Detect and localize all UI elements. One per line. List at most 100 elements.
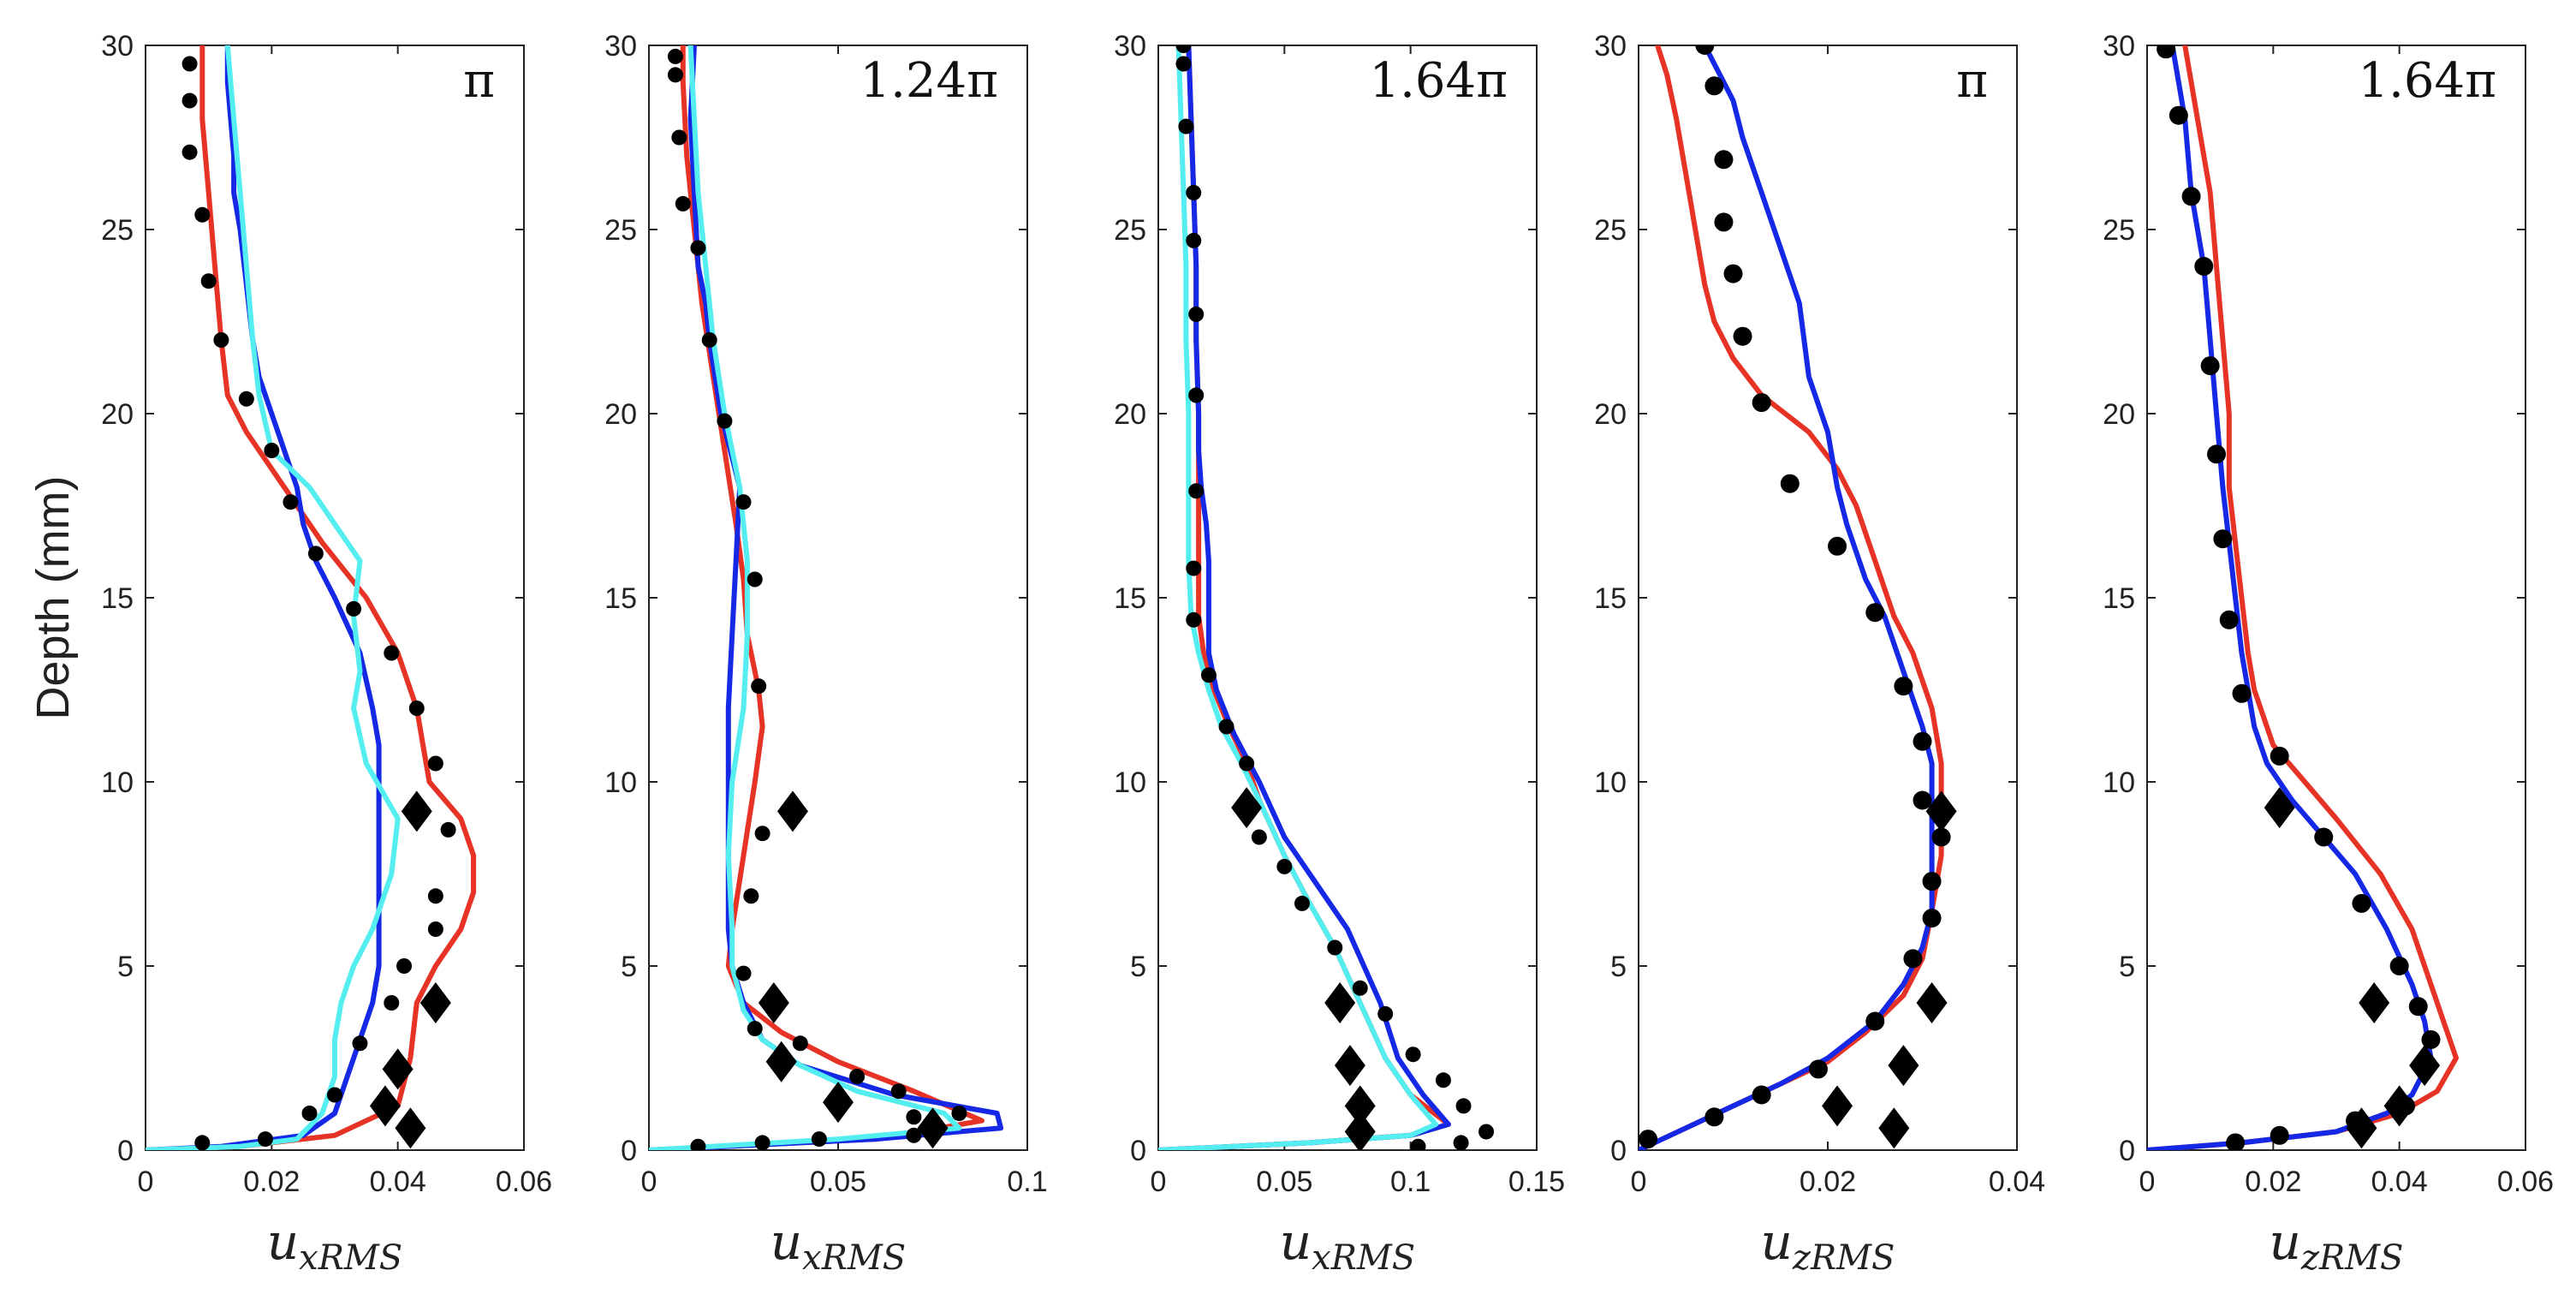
diamond-marker (1925, 790, 1957, 832)
data-point (690, 240, 706, 256)
diamond-marker (419, 982, 451, 1023)
data-point (1931, 827, 1951, 847)
y-tick-label: 15 (2103, 582, 2135, 615)
x-tick-label: 0 (138, 1166, 154, 1198)
panel-tag: 1.24π (860, 53, 999, 109)
y-tick-label: 5 (2119, 951, 2135, 983)
axes-frame (648, 45, 1028, 1151)
data-point (194, 206, 211, 223)
x-tick-label: 0 (1151, 1166, 1167, 1198)
plot-area (146, 45, 477, 1150)
data-point (1276, 858, 1293, 874)
data-point (1188, 306, 1205, 322)
data-point (327, 1087, 342, 1103)
data-point (1453, 1135, 1469, 1150)
data-point (690, 1138, 706, 1150)
data-point (200, 273, 217, 289)
data-point (1714, 212, 1734, 232)
data-point (264, 443, 280, 458)
y-tick-label: 5 (1610, 951, 1627, 983)
data-point (346, 600, 362, 617)
data-point (238, 391, 254, 407)
y-tick-label: 25 (1114, 214, 1146, 247)
data-point (301, 1106, 318, 1121)
y-tick-label: 30 (1114, 30, 1146, 63)
series-line-blue (1158, 45, 1451, 1150)
panel-3: 0 5 10 15 20 25 30 0 0.05 0.1 0.15 uxRMS 1.64π (1114, 30, 1565, 1278)
series-line-blue (1639, 45, 1935, 1150)
x-tick-label: 0.05 (810, 1166, 866, 1198)
y-tick-label: 10 (2103, 766, 2135, 799)
axes-frame (2146, 45, 2526, 1151)
y-tick-label: 20 (1114, 398, 1146, 431)
data-point (701, 332, 717, 348)
y-tick-label: 15 (1594, 582, 1627, 615)
series-line-red (146, 45, 477, 1150)
data-point (2168, 105, 2188, 125)
data-point (890, 1083, 907, 1100)
data-point (717, 413, 733, 429)
data-point (2157, 45, 2176, 59)
data-point (2200, 356, 2220, 376)
data-point (1327, 939, 1343, 956)
data-point (2389, 957, 2409, 975)
series-line-blue (2147, 45, 2434, 1150)
data-point (396, 958, 413, 974)
panel-tag: 1.64π (2359, 53, 2497, 109)
data-point (2270, 746, 2289, 766)
x-tick-label: 0.1 (1390, 1166, 1431, 1198)
data-point (1913, 731, 1932, 751)
axes-frame (1638, 45, 2018, 1151)
data-point (427, 921, 443, 937)
data-point (1922, 909, 1942, 928)
diamond-marker (1231, 787, 1263, 829)
diamond-marker (2359, 982, 2390, 1023)
data-point (440, 821, 456, 838)
diamond-marker (369, 1085, 401, 1127)
diamond-marker (2264, 787, 2295, 829)
data-point (427, 888, 443, 904)
panel-tag: 1.64π (1370, 53, 1508, 109)
diamond-marker (1334, 1045, 1365, 1087)
diamond-marker (1878, 1107, 1910, 1149)
x-axis-title: uzRMS (1761, 1213, 1895, 1278)
data-point (1188, 387, 1205, 403)
y-tick-label: 25 (1594, 214, 1627, 247)
diamond-marker (382, 1048, 413, 1090)
data-point (2219, 610, 2239, 629)
data-point (2226, 1133, 2246, 1150)
diamond-marker (823, 1082, 854, 1124)
data-point (743, 888, 759, 904)
data-point (2232, 683, 2252, 703)
diamond-marker (1324, 982, 1356, 1023)
y-tick-label: 5 (1130, 951, 1146, 983)
y-tick-label: 10 (604, 766, 637, 799)
data-point (181, 92, 198, 109)
data-point (427, 755, 443, 772)
x-axis-title: uzRMS (2270, 1213, 2404, 1278)
data-point (1186, 232, 1202, 248)
diamond-marker (758, 982, 789, 1023)
data-point (1239, 755, 1255, 772)
x-tick-label: 0.02 (2245, 1166, 2301, 1198)
data-point (747, 571, 763, 587)
x-tick-label: 0.1 (1007, 1166, 1047, 1198)
data-point (1186, 611, 1202, 628)
series-line-cyan (1158, 45, 1439, 1150)
data-point (384, 995, 400, 1011)
data-point (352, 1035, 368, 1052)
data-point (1865, 603, 1885, 623)
diamond-marker (776, 790, 808, 832)
data-point (1894, 677, 1913, 696)
panel-2: 0 5 10 15 20 25 30 0 0.05 0.1 uxRMS 1.24π (604, 30, 1047, 1278)
data-point (2352, 893, 2371, 913)
data-point (1733, 326, 1752, 346)
data-point (2421, 1030, 2441, 1049)
diamond-marker (1822, 1085, 1853, 1127)
y-tick-label: 10 (1594, 766, 1627, 799)
data-point (2181, 187, 2201, 206)
data-point (1808, 1059, 1828, 1079)
data-point (181, 56, 198, 72)
data-point (906, 1109, 922, 1125)
data-point (811, 1131, 827, 1148)
